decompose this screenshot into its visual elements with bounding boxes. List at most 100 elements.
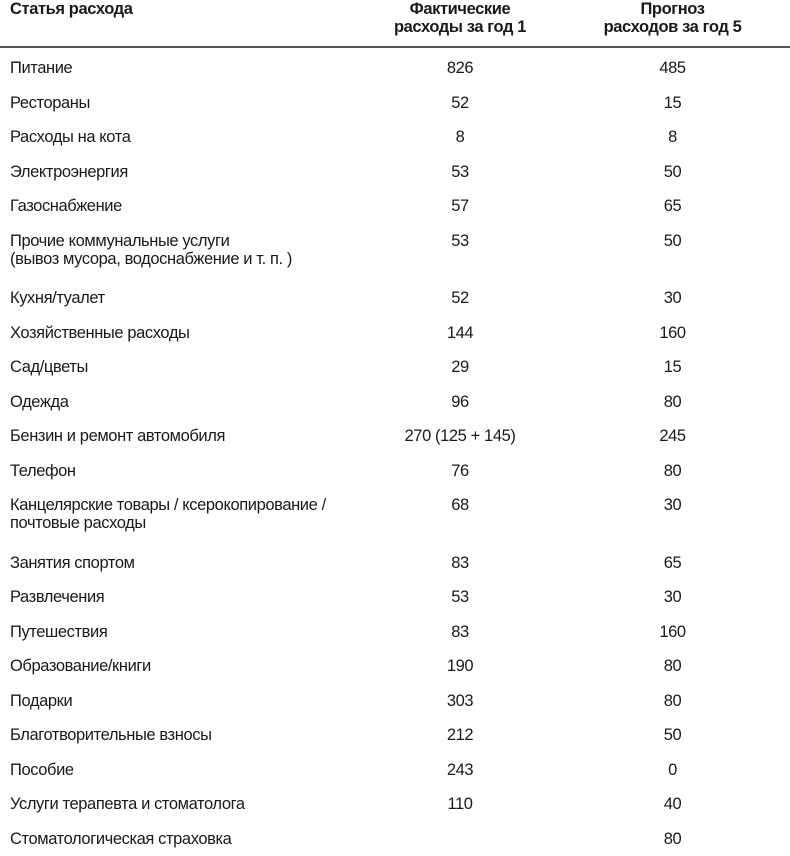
actual-year1-value: 144 [365, 316, 555, 351]
expense-item: Путешествия [0, 615, 365, 650]
expense-item-text: Канцелярские товары / ксерокопирование / [10, 496, 326, 514]
header-year5-line1: Прогноз [640, 0, 704, 18]
forecast-year5-value: 160 [555, 615, 790, 650]
forecast-year5-value: 485 [555, 47, 790, 86]
forecast-year5-value: 30 [555, 281, 790, 316]
forecast-year5-value: 50 [555, 718, 790, 753]
expense-item: Прочие коммунальные услуги(вывоз мусора,… [0, 224, 365, 282]
expense-item-text: Сад/цветы [10, 358, 88, 376]
expense-item-text: Услуги терапевта и стоматолога [10, 795, 245, 813]
actual-year1-value: 270 (125 + 145) [365, 419, 555, 454]
expense-item: Газоснабжение [0, 189, 365, 224]
actual-year1-value: 83 [365, 546, 555, 581]
expense-item: Бензин и ремонт автомобиля [0, 419, 365, 454]
forecast-year5-value: 0 [555, 753, 790, 788]
expense-item: Услуги терапевта и стоматолога [0, 787, 365, 822]
expense-item: Хозяйственные расходы [0, 316, 365, 351]
table-row: Бензин и ремонт автомобиля 270 (125 + 145… [0, 419, 790, 454]
expense-item: Электроэнергия [0, 155, 365, 190]
expense-item-text: Подарки [10, 692, 72, 710]
expense-item: Питание [0, 47, 365, 86]
forecast-year5-value: 30 [555, 580, 790, 615]
forecast-year5-value: 80 [555, 454, 790, 489]
expense-item-text: Питание [10, 59, 72, 77]
actual-year1-value: 826 [365, 47, 555, 86]
actual-year1-value: 96 [365, 385, 555, 420]
expense-item-text: Расходы на кота [10, 128, 130, 146]
actual-year1-value: 212 [365, 718, 555, 753]
expense-item-text: Образование/книги [10, 657, 151, 675]
table-row: Канцелярские товары / ксерокопирование /… [0, 488, 790, 546]
expense-item-text: почтовые расходы [10, 514, 146, 532]
actual-year1-value: 57 [365, 189, 555, 224]
expense-item: Расходы на кота [0, 120, 365, 155]
header-year1-line2: расходы за год 1 [394, 18, 526, 36]
actual-year1-value: 8 [365, 120, 555, 155]
table-row: Стоматологическая страховка 80 [0, 822, 790, 856]
forecast-year5-value: 40 [555, 787, 790, 822]
expense-item: Канцелярские товары / ксерокопирование /… [0, 488, 365, 546]
expense-item-text: Хозяйственные расходы [10, 324, 190, 342]
header-item: Статья расхода [0, 0, 365, 47]
actual-year1-value: 303 [365, 684, 555, 719]
forecast-year5-value: 80 [555, 684, 790, 719]
forecast-year5-value: 160 [555, 316, 790, 351]
expense-item: Сад/цветы [0, 350, 365, 385]
table-row: Прочие коммунальные услуги(вывоз мусора,… [0, 224, 790, 282]
header-year1-line1: Фактические [410, 0, 511, 18]
expense-item: Занятия спортом [0, 546, 365, 581]
expense-item-text: Занятия спортом [10, 554, 135, 572]
forecast-year5-value: 8 [555, 120, 790, 155]
expense-item-text: (вывоз мусора, водоснабжение и т. п. ) [10, 250, 292, 268]
expense-item: Стоматологическая страховка [0, 822, 365, 856]
actual-year1-value: 243 [365, 753, 555, 788]
forecast-year5-value: 65 [555, 189, 790, 224]
expense-item: Кухня/туалет [0, 281, 365, 316]
forecast-year5-value: 50 [555, 224, 790, 282]
forecast-year5-value: 245 [555, 419, 790, 454]
expense-item-text: Газоснабжение [10, 197, 122, 215]
expense-item: Рестораны [0, 86, 365, 121]
actual-year1-value [365, 822, 555, 856]
expense-item: Благотворительные взносы [0, 718, 365, 753]
forecast-year5-value: 80 [555, 822, 790, 856]
header-year5-line2: расходов за год 5 [604, 18, 742, 36]
expense-item-text: Телефон [10, 462, 76, 480]
expense-item: Развлечения [0, 580, 365, 615]
expense-item-text: Бензин и ремонт автомобиля [10, 427, 225, 445]
expense-item-text: Путешествия [10, 623, 107, 641]
expense-item-text: Одежда [10, 393, 69, 411]
forecast-year5-value: 50 [555, 155, 790, 190]
expense-item-text: Развлечения [10, 588, 104, 606]
expense-item: Телефон [0, 454, 365, 489]
expense-item-text: Благотворительные взносы [10, 726, 212, 744]
actual-year1-value: 68 [365, 488, 555, 546]
actual-year1-value: 29 [365, 350, 555, 385]
expense-item-text: Кухня/туалет [10, 289, 105, 307]
expense-item-text: Пособие [10, 761, 74, 779]
actual-year1-value: 190 [365, 649, 555, 684]
actual-year1-value: 52 [365, 86, 555, 121]
forecast-year5-value: 80 [555, 385, 790, 420]
actual-year1-value: 53 [365, 224, 555, 282]
expense-item-text: Стоматологическая страховка [10, 830, 231, 848]
forecast-year5-value: 15 [555, 86, 790, 121]
forecast-year5-value: 15 [555, 350, 790, 385]
